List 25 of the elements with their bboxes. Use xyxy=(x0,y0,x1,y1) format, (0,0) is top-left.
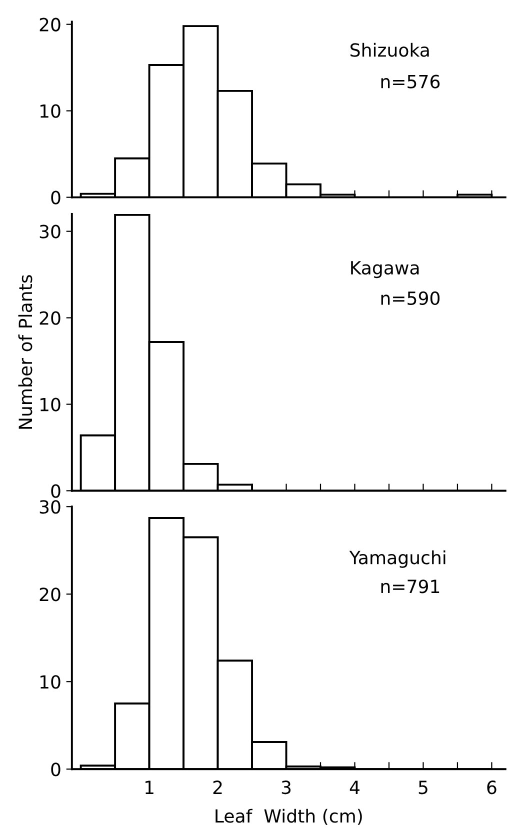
annotation: n=590 xyxy=(381,291,440,306)
y-tick-label: 0 xyxy=(51,762,60,776)
annotation: Shizuoka xyxy=(350,42,429,57)
y-tick-label: 30 xyxy=(40,500,60,514)
x-tick-label: 6 xyxy=(487,780,496,794)
y-tick-label: 30 xyxy=(40,224,60,238)
x-tick-label: 2 xyxy=(213,780,222,794)
y-tick-label: 0 xyxy=(51,484,60,498)
x-tick-label: 4 xyxy=(350,780,360,794)
y-tick-label: 10 xyxy=(40,675,60,689)
x-axis-title: Leaf Width (cm) xyxy=(216,808,362,825)
y-tick-label: 10 xyxy=(40,398,60,412)
x-tick-label: 5 xyxy=(418,780,428,794)
x-tick-label: 1 xyxy=(146,780,154,794)
x-tick-label: 3 xyxy=(282,780,291,794)
y-tick-label: 0 xyxy=(51,190,60,204)
y-tick-label: 20 xyxy=(40,588,60,602)
annotation: n=791 xyxy=(381,580,440,594)
annotation: n=576 xyxy=(381,74,440,88)
annotation: Yamaguchi xyxy=(349,550,446,568)
annotation: Kagawa xyxy=(351,261,419,278)
y-axis-title: Number of Plants xyxy=(18,275,32,429)
y-tick-label: 20 xyxy=(40,311,60,325)
y-tick-label: 10 xyxy=(40,104,60,118)
y-tick-label: 20 xyxy=(40,18,60,32)
